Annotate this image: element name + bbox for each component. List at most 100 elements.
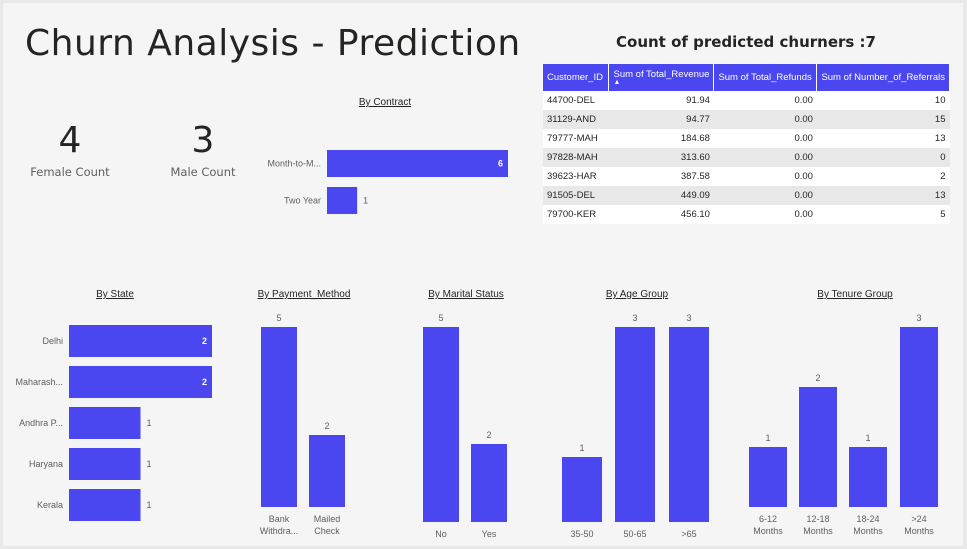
churners-count-title: Count of predicted churners :7 — [616, 33, 876, 51]
chart-title: By Tenure Group — [817, 289, 893, 300]
category-label: Withdra... — [260, 526, 299, 536]
churners-table[interactable]: Customer_ID Sum of Total_Revenue ▲ Sum o… — [543, 64, 950, 224]
table-cell: 0.00 — [713, 186, 817, 205]
column-header[interactable]: Sum of Total_Refunds — [713, 64, 818, 91]
category-label: Bank — [269, 514, 290, 524]
table-cell: 97828-MAH — [543, 148, 609, 167]
column-header[interactable]: Sum of Total_Revenue ▲ — [608, 64, 715, 91]
chart-title: By State — [96, 289, 134, 300]
category-label: Months — [753, 526, 783, 536]
data-label: 1 — [865, 433, 870, 443]
table-cell: 456.10 — [608, 205, 714, 224]
bar-state — [69, 407, 141, 439]
data-label: 5 — [438, 313, 443, 323]
category-label: >24 — [911, 514, 926, 524]
male-count-card[interactable]: 3 Male Count — [158, 119, 248, 179]
category-label: Haryana — [29, 459, 63, 469]
data-label: 6 — [498, 159, 503, 169]
category-label: 18-24 — [856, 514, 879, 524]
table-cell: 0.00 — [713, 167, 817, 186]
category-label: Delhi — [42, 336, 63, 346]
table-row[interactable]: 79777-MAH 184.68 0.00 13 — [543, 129, 950, 148]
table-row[interactable]: 79700-KER 456.10 0.00 5 — [543, 205, 950, 224]
category-label: Month-to-M... — [267, 159, 321, 169]
female-count-value: 4 — [58, 120, 82, 161]
category-label: Kerala — [37, 500, 63, 510]
report-canvas: Churn Analysis - Prediction 4 Female Cou… — [3, 3, 963, 546]
table-cell: 0.00 — [713, 129, 817, 148]
bar-age — [562, 457, 602, 522]
category-label: 6-12 — [759, 514, 777, 524]
table-cell: 0.00 — [713, 205, 817, 224]
table-cell: 184.68 — [608, 129, 714, 148]
chart-title: By Age Group — [606, 289, 669, 300]
table-cell: 313.60 — [608, 148, 714, 167]
category-label: Yes — [482, 529, 497, 539]
table-header-row: Customer_ID Sum of Total_Revenue ▲ Sum o… — [543, 64, 950, 91]
bar-contract — [327, 187, 358, 214]
category-label: 50-65 — [623, 529, 646, 539]
table-cell: 0.00 — [713, 91, 817, 110]
bar-marital — [471, 444, 507, 522]
bar-tenure — [849, 447, 887, 507]
chart-title: By Payment_Method — [258, 289, 351, 300]
table-cell: 39623-HAR — [543, 167, 609, 186]
table-row[interactable]: 39623-HAR 387.58 0.00 2 — [543, 167, 950, 186]
table-cell: 79777-MAH — [543, 129, 609, 148]
category-label: Maharash... — [15, 377, 63, 387]
table-row[interactable]: 91505-DEL 449.09 0.00 13 — [543, 186, 950, 205]
bar-tenure — [749, 447, 787, 507]
data-label: 2 — [324, 421, 329, 431]
chart-title: By Contract — [359, 97, 411, 108]
category-label: Mailed — [314, 514, 341, 524]
table-cell: 94.77 — [608, 110, 714, 129]
data-label: 2 — [486, 430, 491, 440]
female-count-card[interactable]: 4 Female Count — [25, 119, 115, 179]
category-label: No — [435, 529, 447, 539]
data-label: 2 — [202, 336, 207, 346]
bar-state — [69, 366, 212, 398]
table-cell: 0.00 — [713, 148, 817, 167]
table-cell: 0.00 — [713, 110, 817, 129]
data-label: 1 — [363, 196, 368, 206]
table-row[interactable]: 97828-MAH 313.60 0.00 0 — [543, 148, 950, 167]
table-cell: 2 — [816, 167, 950, 186]
bar-payment — [309, 435, 345, 507]
data-label: 3 — [632, 313, 637, 323]
table-row[interactable]: 44700-DEL 91.94 0.00 10 — [543, 91, 950, 110]
category-label: Andhra P... — [19, 418, 63, 428]
charts-layer: By Contract Month-to-M... 6 Two Year 1 By Sta… — [15, 97, 938, 539]
table-cell: 15 — [816, 110, 950, 129]
category-label: Two Year — [284, 196, 321, 206]
table-cell: 91.94 — [608, 91, 714, 110]
bar-age — [615, 327, 655, 522]
page-title: Churn Analysis - Prediction — [25, 23, 521, 64]
table-cell: 0 — [816, 148, 950, 167]
bar-contract — [327, 150, 508, 177]
table-cell: 10 — [816, 91, 950, 110]
data-label: 2 — [815, 373, 820, 383]
bar-state — [69, 489, 141, 521]
table-cell: 31129-AND — [543, 110, 609, 129]
data-label: 1 — [765, 433, 770, 443]
table-cell: 13 — [816, 186, 950, 205]
data-label: 3 — [916, 313, 921, 323]
table-row[interactable]: 31129-AND 94.77 0.00 15 — [543, 110, 950, 129]
data-label: 1 — [147, 500, 152, 510]
column-header[interactable]: Sum of Number_of_Referrals — [816, 64, 950, 91]
data-label: 1 — [147, 418, 152, 428]
data-label: 1 — [579, 443, 584, 453]
category-label: 12-18 — [806, 514, 829, 524]
sort-ascending-icon[interactable]: ▲ — [613, 79, 621, 86]
table-cell: 5 — [816, 205, 950, 224]
table-cell: 449.09 — [608, 186, 714, 205]
female-count-label: Female Count — [30, 165, 110, 179]
column-header[interactable]: Customer_ID — [543, 64, 610, 91]
table-cell: 387.58 — [608, 167, 714, 186]
category-label: Check — [314, 526, 340, 536]
category-label: Months — [803, 526, 833, 536]
male-count-value: 3 — [191, 120, 215, 161]
bar-state — [69, 448, 141, 480]
data-label: 2 — [202, 377, 207, 387]
category-label: 35-50 — [570, 529, 593, 539]
